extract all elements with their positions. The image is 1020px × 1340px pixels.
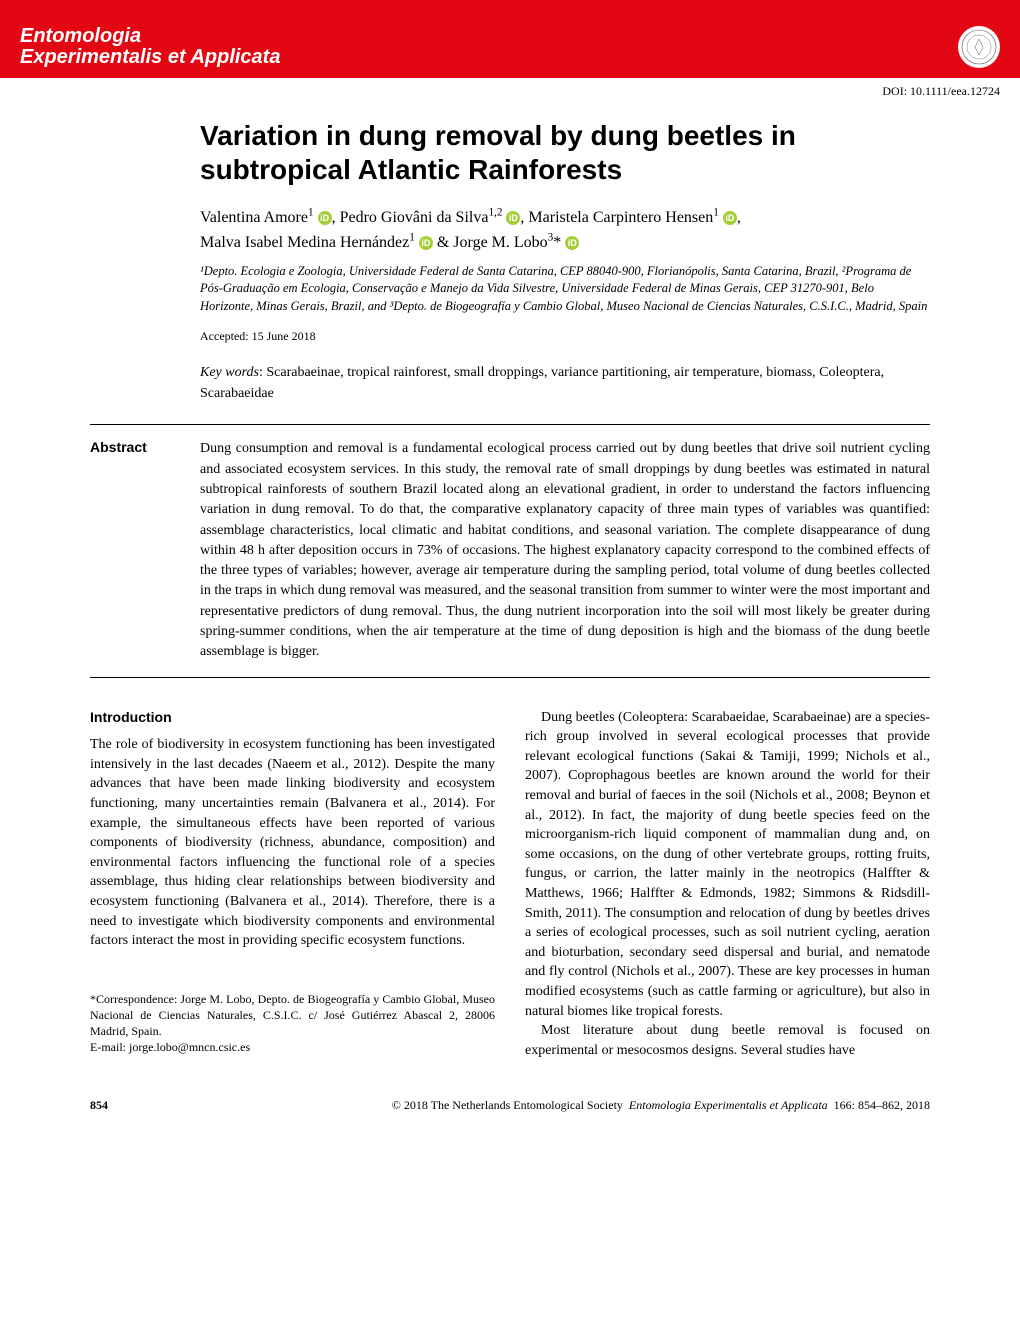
- author-2: Pedro Giovâni da Silva1,2 iD,: [340, 209, 529, 226]
- col2-paragraph-1: Dung beetles (Coleoptera: Scarabaeidae, …: [525, 708, 930, 1022]
- author-3: Maristela Carpintero Hensen1 iD,: [528, 209, 740, 226]
- author-5: Jorge M. Lobo3* iD: [453, 234, 579, 251]
- correspondence-block: *Correspondence: Jorge M. Lobo, Depto. d…: [90, 991, 495, 1056]
- top-red-bar: [0, 0, 1020, 18]
- intro-heading: Introduction: [90, 708, 495, 728]
- article-title: Variation in dung removal by dung beetle…: [200, 119, 930, 186]
- header-right: [958, 26, 1000, 68]
- journal-title-line1: Entomologia: [20, 26, 280, 47]
- column-right: Dung beetles (Coleoptera: Scarabaeidae, …: [525, 708, 930, 1061]
- affiliations: ¹Depto. Ecologia e Zoologia, Universidad…: [200, 263, 930, 316]
- journal-title-line2: Experimentalis et Applicata: [20, 47, 280, 68]
- journal-title: Entomologia Experimentalis et Applicata: [20, 26, 280, 68]
- footer-citation: © 2018 The Netherlands Entomological Soc…: [392, 1098, 930, 1113]
- intro-paragraph-1: The role of biodiversity in ecosystem fu…: [90, 735, 495, 951]
- page-number: 854: [90, 1098, 108, 1113]
- author-list: Valentina Amore1 iD, Pedro Giovâni da Si…: [200, 204, 930, 255]
- society-logo: [958, 26, 1000, 68]
- accepted-date: Accepted: 15 June 2018: [200, 329, 930, 344]
- body-columns: Introduction The role of biodiversity in…: [90, 708, 930, 1061]
- doi-row: DOI: 10.1111/eea.12724: [0, 78, 1020, 99]
- correspondence-text: *Correspondence: Jorge M. Lobo, Depto. d…: [90, 991, 495, 1040]
- header-bar: Entomologia Experimentalis et Applicata: [0, 18, 1020, 78]
- author-1: Valentina Amore1 iD,: [200, 209, 340, 226]
- abstract-text: Dung consumption and removal is a fundam…: [200, 439, 930, 662]
- abstract-section: Abstract Dung consumption and removal is…: [90, 424, 930, 677]
- orcid-icon[interactable]: iD: [506, 211, 520, 225]
- footer-journal: Entomologia Experimentalis et Applicata: [629, 1098, 828, 1112]
- orcid-icon[interactable]: iD: [565, 236, 579, 250]
- orcid-icon[interactable]: iD: [723, 211, 737, 225]
- doi-text: DOI: 10.1111/eea.12724: [882, 84, 1000, 98]
- content-area: Variation in dung removal by dung beetle…: [0, 99, 1020, 1080]
- page-footer: 854 © 2018 The Netherlands Entomological…: [0, 1080, 1020, 1131]
- keywords-label: Key words: [200, 365, 259, 380]
- footer-pages: 166: 854–862, 2018: [834, 1098, 930, 1112]
- correspondence-email: E-mail: jorge.lobo@mncn.csic.es: [90, 1039, 495, 1055]
- abstract-label: Abstract: [90, 439, 200, 662]
- keywords-text: Scarabaeinae, tropical rainforest, small…: [200, 365, 884, 401]
- col2-paragraph-2: Most literature about dung beetle remova…: [525, 1021, 930, 1060]
- author-4: Malva Isabel Medina Hernández1 iD &: [200, 234, 453, 251]
- copyright-text: © 2018 The Netherlands Entomological Soc…: [392, 1098, 623, 1112]
- column-left: Introduction The role of biodiversity in…: [90, 708, 495, 1061]
- orcid-icon[interactable]: iD: [318, 211, 332, 225]
- keywords: Key words: Scarabaeinae, tropical rainfo…: [200, 362, 930, 404]
- orcid-icon[interactable]: iD: [419, 236, 433, 250]
